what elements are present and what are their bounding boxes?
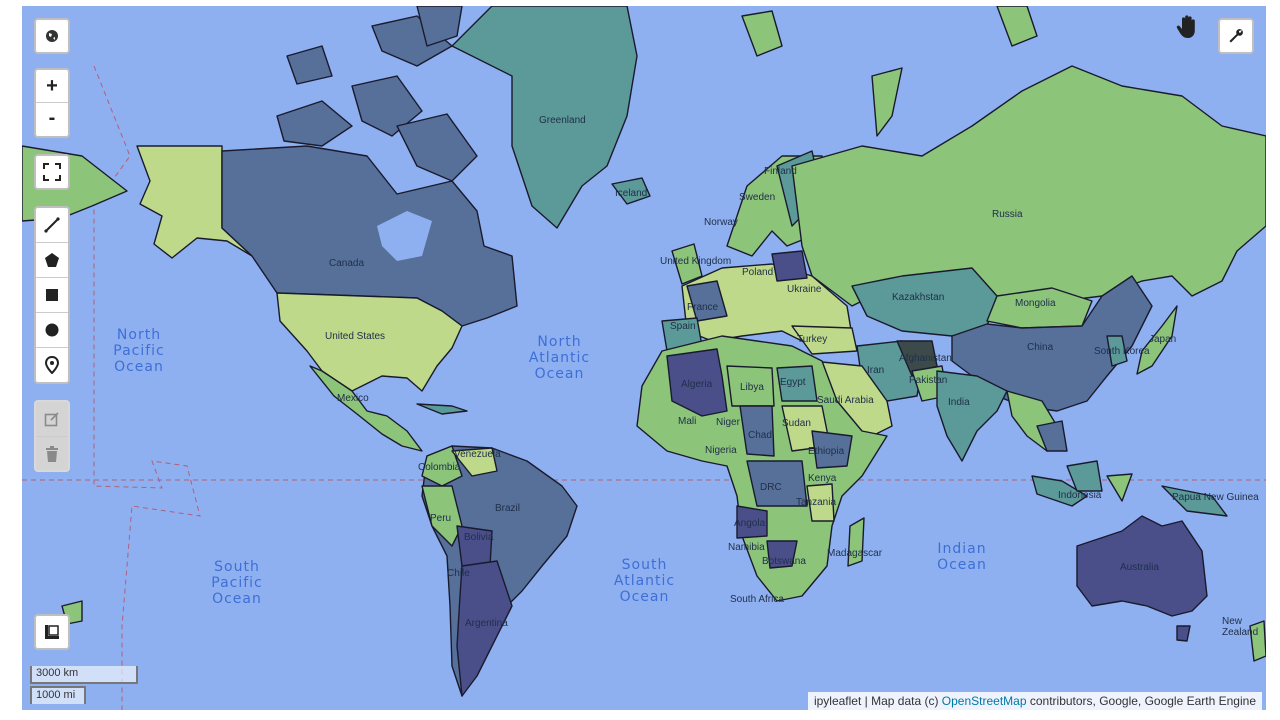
measure-control[interactable] [34,614,70,650]
country-label: Pakistan [909,375,948,386]
country-label: Libya [740,382,764,393]
russia-shape [791,65,1266,307]
country-label: Kenya [808,473,837,484]
country-label: India [948,397,970,408]
country-label: Ethiopia [808,446,845,457]
attribution-suffix: contributors, Google, Google Earth Engin… [1026,694,1256,708]
country-label: Sweden [739,192,776,203]
attribution-prefix: ipyleaflet | Map data (c) [813,694,942,708]
openstreetmap-link[interactable]: OpenStreetMap [941,694,1027,708]
country-label: Japan [1149,334,1177,345]
ocean-label-north-pacific: North Pacific Ocean [113,327,165,375]
ocean-label-indian: Indian Ocean [937,541,987,573]
country-label: Australia [1120,562,1159,573]
country-label: United Kingdom [660,256,732,267]
country-label: Mali [678,416,697,427]
india-shape [936,370,1008,462]
country-label: Norway [704,217,738,228]
country-label: Papua New Guinea [1172,492,1259,503]
draw-marker-button[interactable] [36,347,68,382]
country-label: China [1027,342,1054,353]
algeria-shape [666,348,728,417]
country-label: Mexico [337,393,369,404]
country-label: New Zealand [1222,616,1259,638]
country-label: Nigeria [705,445,737,456]
country-label: Angola [734,518,766,529]
country-label: Brazil [495,503,521,514]
country-label: Niger [716,417,740,428]
scale-km: 3000 km [30,666,138,684]
country-label: Finland [764,166,797,177]
country-label: Bolivia [464,532,494,543]
globe-icon[interactable] [36,20,68,52]
country-label: Colombia [418,462,461,473]
country-label: Greenland [539,115,586,126]
country-label: Ukraine [787,284,822,295]
trash-icon[interactable] [36,436,68,470]
wrench-icon[interactable] [1220,20,1252,52]
mexico-shape [309,365,423,452]
country-label: Peru [430,513,452,524]
country-label: Iceland [615,188,648,199]
country-label: Russia [992,209,1023,220]
attribution: ipyleaflet | Map data (c) OpenStreetMap … [807,692,1262,710]
zoom-out-button[interactable]: - [36,102,68,134]
australia-shape [1076,515,1208,617]
map-view[interactable]: North Pacific Ocean North Atlantic Ocean Sou… [22,6,1266,710]
fullscreen-control[interactable] [34,154,70,190]
fullscreen-icon[interactable] [36,156,68,188]
country-label: Chad [748,430,772,441]
country-label: Chile [447,568,470,579]
draw-circle-button[interactable] [36,312,68,347]
zoom-in-button[interactable]: + [46,74,58,97]
world-map-geometry [22,6,1266,710]
country-label: Argentina [465,618,508,629]
edit-toolbar [34,400,70,472]
country-label: Venezuela [454,449,501,460]
country-label: United States [325,331,386,342]
country-label: DRC [760,482,782,493]
country-label: France [687,302,719,313]
country-label: Mongolia [1015,298,1056,309]
greenland-shape [451,6,638,229]
draw-polyline-button[interactable] [36,208,68,242]
country-label: Turkey [797,334,828,345]
edit-layers-button[interactable] [36,402,68,436]
basemap-control[interactable] [34,18,70,54]
country-label: Poland [742,267,774,278]
ocean-label-south-atlantic: South Atlantic Ocean [613,557,676,605]
country-label: Algeria [681,379,713,390]
pan-hand-icon[interactable] [1174,14,1202,42]
draw-polygon-button[interactable] [36,242,68,277]
country-label: Sudan [782,418,811,429]
draw-toolbar [34,206,70,384]
scale-mi: 1000 mi [30,686,86,704]
zoom-control: + - [34,68,70,138]
canada-shape [221,145,518,327]
ocean-label-north-atlantic: North Atlantic Ocean [528,334,591,382]
ruler-icon[interactable] [36,616,68,648]
country-label: South Korea [1094,346,1150,357]
country-label: Namibia [728,542,765,553]
country-label: Indonesia [1058,490,1102,501]
country-label: Egypt [780,377,806,388]
country-label: Tanzania [796,497,837,508]
country-label: Botswana [762,556,806,567]
ocean-label-south-pacific: South Pacific Ocean [211,559,263,607]
country-label: Canada [329,258,365,269]
country-label: Saudi Arabia [817,395,874,406]
country-label: Madagascar [827,548,883,559]
draw-rectangle-button[interactable] [36,277,68,312]
widget-control[interactable] [1218,18,1254,54]
usa-shape [276,292,463,392]
country-label: Afghanistan [899,353,952,364]
country-label: Spain [670,321,696,332]
country-label: Iran [867,365,885,376]
country-label: South Africa [730,594,784,605]
country-label: Kazakhstan [892,292,945,303]
